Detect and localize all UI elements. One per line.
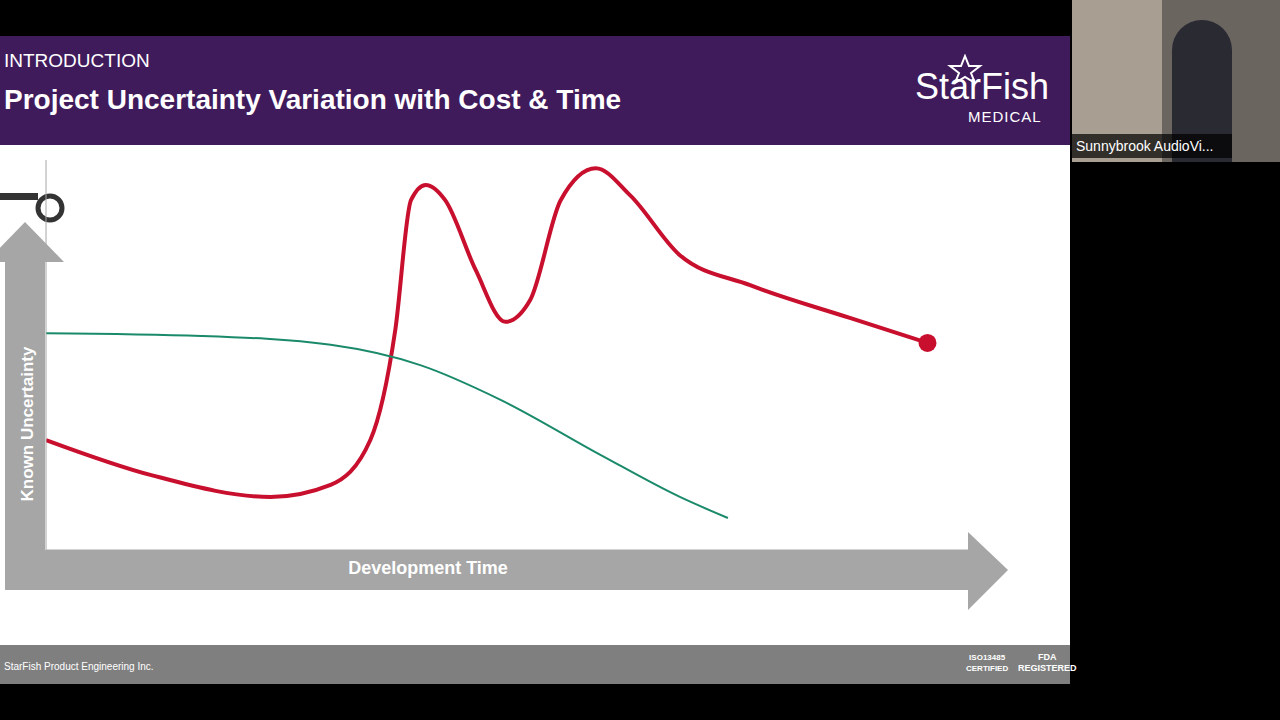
html-text:FDA: FDA bbox=[1038, 652, 1057, 662]
html-text:ISO13485: ISO13485 bbox=[969, 653, 1006, 662]
html-text:INTRODUCTION: INTRODUCTION bbox=[4, 50, 150, 71]
html-text:MEDICAL: MEDICAL bbox=[968, 108, 1042, 125]
svg-text:Development Time: Development Time bbox=[348, 558, 508, 578]
html-text:REGISTERED: REGISTERED bbox=[1018, 663, 1077, 673]
html-text:StarFish: StarFish bbox=[915, 66, 1049, 107]
html-text:StarFish Product Engineering I: StarFish Product Engineering Inc. bbox=[4, 661, 154, 672]
html-text:Sunnybrook AudioVi...: Sunnybrook AudioVi... bbox=[1076, 138, 1214, 154]
html-text:CERTIFIED: CERTIFIED bbox=[966, 664, 1009, 673]
html-text:Project Uncertainty Variation: Project Uncertainty Variation with Cost … bbox=[4, 84, 622, 115]
svg-text:Known Uncertainty: Known Uncertainty bbox=[18, 346, 37, 501]
